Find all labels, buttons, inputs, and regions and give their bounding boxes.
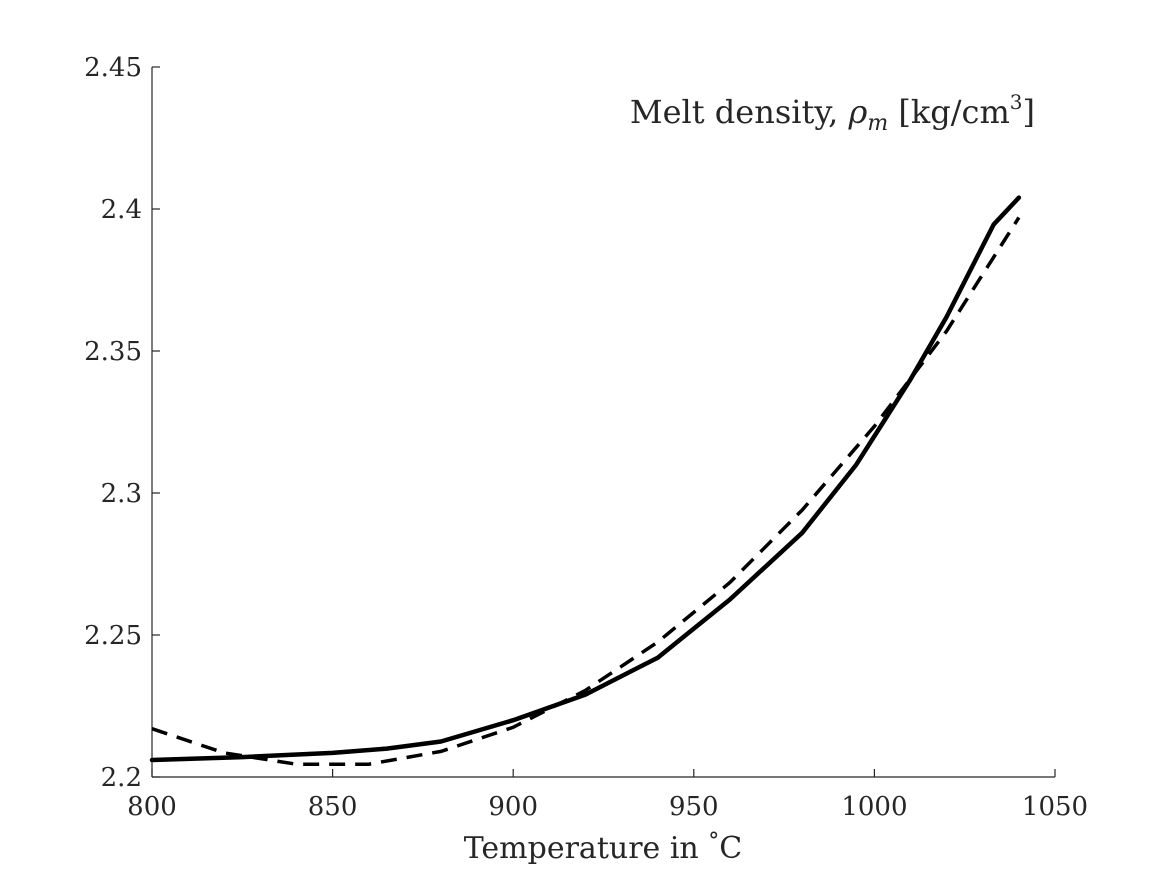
y-ticks: 2.2 2.25 2.3 2.35 2.4 2.45 [84, 53, 160, 793]
chart-title-units-sup: 3 [1010, 90, 1023, 114]
chart-title-symbol: ρ [848, 93, 868, 131]
chart-title-subscript: m [867, 111, 888, 136]
x-tick-label: 950 [669, 792, 719, 822]
axes [151, 67, 1055, 778]
chart-title-units-open: [kg/cm [888, 93, 1010, 131]
x-axis-label-text: Temperature in [464, 831, 709, 866]
y-tick-label: 2.45 [84, 53, 142, 83]
y-tick-label: 2.3 [101, 479, 142, 509]
x-tick-label: 900 [488, 792, 538, 822]
series-dashed-line [151, 216, 1021, 766]
x-axis-label: Temperature in °C [464, 829, 743, 866]
x-axis-label-degree: ° [708, 829, 719, 854]
y-tick-label: 2.25 [84, 621, 142, 651]
x-tick-label: 1000 [841, 792, 907, 822]
series-layer [149, 195, 1022, 766]
chart-title-main: Melt density, [630, 93, 849, 131]
x-tick-label: 800 [127, 792, 177, 822]
chart-title: Melt density, ρm [kg/cm3] [630, 90, 1035, 136]
x-tick-label: 1050 [1022, 792, 1088, 822]
x-ticks: 800 850 900 950 1000 1050 [127, 769, 1088, 822]
x-axis-label-unit: C [719, 831, 742, 866]
series-solid-line [149, 195, 1022, 763]
y-tick-label: 2.4 [101, 195, 142, 225]
y-tick-label: 2.35 [84, 337, 142, 367]
x-tick-label: 850 [308, 792, 358, 822]
y-tick-label: 2.2 [101, 763, 142, 793]
chart-title-units-close: ] [1023, 93, 1035, 131]
